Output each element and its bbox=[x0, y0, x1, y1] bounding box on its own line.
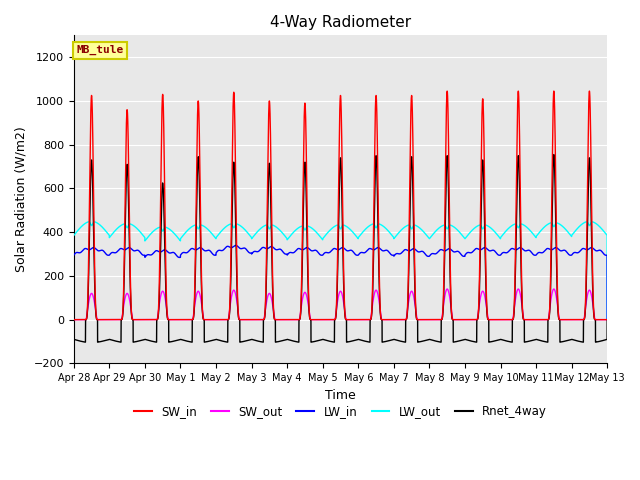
Title: 4-Way Radiometer: 4-Way Radiometer bbox=[270, 15, 411, 30]
X-axis label: Time: Time bbox=[325, 389, 356, 402]
Text: MB_tule: MB_tule bbox=[76, 45, 124, 55]
Y-axis label: Solar Radiation (W/m2): Solar Radiation (W/m2) bbox=[15, 127, 28, 272]
Legend: SW_in, SW_out, LW_in, LW_out, Rnet_4way: SW_in, SW_out, LW_in, LW_out, Rnet_4way bbox=[129, 401, 552, 423]
